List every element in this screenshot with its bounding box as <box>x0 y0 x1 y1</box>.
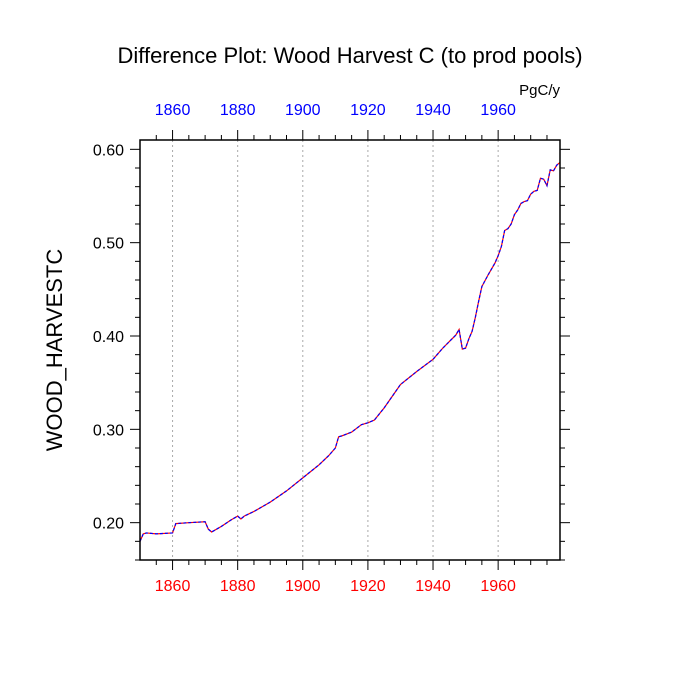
x-tick-label-bottom: 1960 <box>480 578 516 595</box>
x-tick-label-top: 1920 <box>350 102 386 119</box>
chart-title: Difference Plot: Wood Harvest C (to prod… <box>117 43 582 68</box>
y-tick-label: 0.50 <box>93 236 124 253</box>
x-tick-label-top: 1900 <box>285 102 321 119</box>
y-tick-label: 0.30 <box>93 422 124 439</box>
y-tick-label: 0.40 <box>93 329 124 346</box>
x-tick-label-bottom: 1920 <box>350 578 386 595</box>
x-tick-label-top: 1880 <box>220 102 256 119</box>
y-axis-label: WOOD_HARVESTC <box>42 249 67 452</box>
y-tick-label: 0.20 <box>93 516 124 533</box>
x-tick-label-bottom: 1880 <box>220 578 256 595</box>
plot-frame <box>139 139 561 561</box>
units-label: PgC/y <box>519 82 560 99</box>
x-tick-label-top: 1960 <box>480 102 516 119</box>
y-tick-label: 0.60 <box>93 142 124 159</box>
x-tick-label-top: 1940 <box>415 102 451 119</box>
axis-ticks: 1860 1860 1880 1880 1900 1900 1920 1920 1940 1940… <box>93 102 570 595</box>
x-tick-label-bottom: 1860 <box>155 578 191 595</box>
series-line-b <box>139 161 561 542</box>
grid-lines <box>172 140 499 560</box>
x-tick-label-top: 1860 <box>155 102 191 119</box>
x-tick-label-bottom: 1900 <box>285 578 321 595</box>
x-tick-label-bottom: 1940 <box>415 578 451 595</box>
plot-area <box>139 161 561 542</box>
